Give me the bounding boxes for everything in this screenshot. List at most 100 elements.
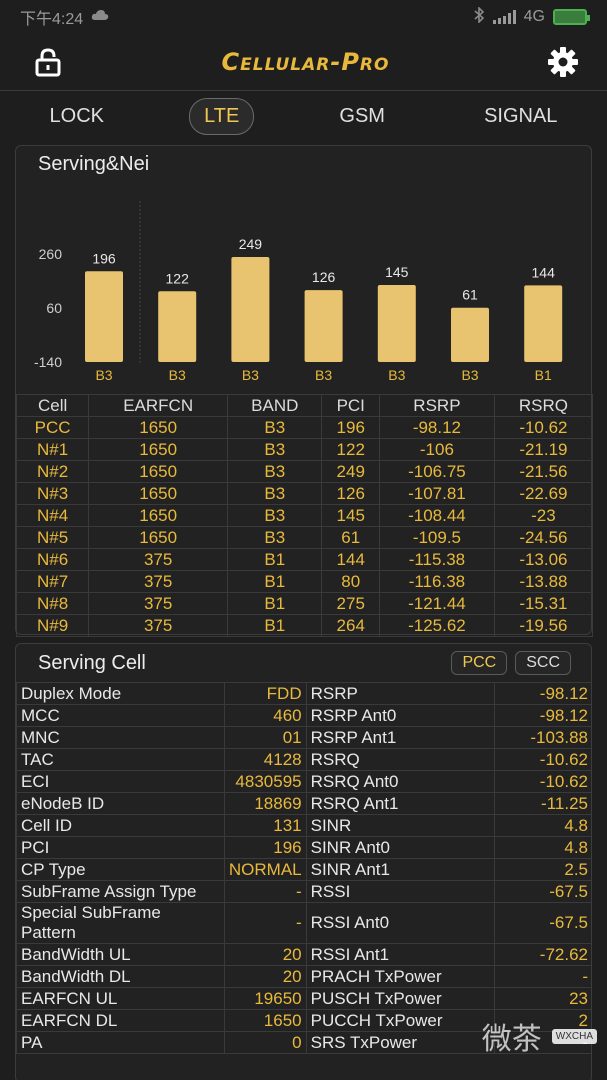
header-rsrq: RSRQ — [493, 394, 594, 417]
table-cell: 1650 — [88, 438, 229, 461]
list-item: EARFCN UL 19650 PUSCH TxPower 23 — [16, 987, 591, 1010]
param-label: eNodeB ID — [16, 792, 225, 815]
table-cell: -10.62 — [493, 416, 594, 439]
table-row: N#3 1650 B3 126 -107.81 -22.69 — [15, 482, 594, 505]
table-cell: N#6 — [15, 548, 90, 571]
table-cell: -121.44 — [378, 592, 495, 615]
param-label: PUSCH TxPower — [305, 987, 495, 1010]
chart-bar — [304, 290, 343, 362]
param-value: 131 — [223, 814, 307, 837]
param-value: 20 — [223, 943, 307, 966]
table-cell: N#1 — [15, 438, 90, 461]
table-cell: B1 — [227, 548, 323, 571]
bar-value-label: 126 — [312, 269, 336, 285]
header-pci: PCI — [321, 394, 380, 417]
table-cell: 126 — [321, 482, 380, 505]
tab-gsm[interactable]: GSM — [339, 104, 385, 127]
table-cell: -108.44 — [378, 504, 495, 527]
table-cell: B1 — [227, 592, 323, 615]
battery-icon — [553, 9, 590, 25]
table-cell: B3 — [227, 526, 323, 549]
param-value: 4830595 — [223, 770, 307, 793]
table-cell: 144 — [321, 548, 380, 571]
watermark-badge: WXCHA — [551, 1028, 597, 1044]
header-rsrp: RSRP — [378, 394, 495, 417]
list-item: SubFrame Assign Type - RSSI -67.5 — [16, 880, 591, 903]
param-label: Cell ID — [16, 814, 225, 837]
param-value: 20 — [223, 965, 307, 988]
param-label: RSSI Ant0 — [305, 902, 495, 944]
table-cell: -15.31 — [493, 592, 594, 615]
table-cell: 1650 — [88, 416, 229, 439]
param-label: ECI — [16, 770, 225, 793]
y-tick-label: -140 — [34, 354, 62, 370]
list-item: ECI 4830595 RSRQ Ant0 -10.62 — [16, 770, 591, 793]
param-value: -103.88 — [493, 726, 591, 749]
table-row: N#8 375 B1 275 -121.44 -15.31 — [15, 592, 594, 615]
param-label: RSRP — [305, 682, 495, 705]
network-type: 4G — [523, 8, 545, 25]
settings-gear-icon[interactable] — [545, 44, 581, 80]
param-label: RSRP Ant0 — [305, 704, 495, 727]
bar-value-label: 61 — [462, 287, 478, 303]
list-item: PCI 196 SINR Ant0 4.8 — [16, 836, 591, 859]
x-tick-label: B3 — [95, 367, 112, 383]
table-cell: -109.5 — [378, 526, 495, 549]
y-tick-label: 60 — [46, 300, 62, 316]
header-band: BAND — [227, 394, 323, 417]
table-cell: B3 — [227, 482, 323, 505]
table-cell: 1650 — [88, 526, 229, 549]
param-value: 4.8 — [493, 836, 591, 859]
table-row: N#6 375 B1 144 -115.38 -13.06 — [15, 548, 594, 571]
param-value: 4.8 — [493, 814, 591, 837]
y-tick-label: 260 — [39, 246, 63, 262]
list-item: BandWidth UL 20 RSSI Ant1 -72.62 — [16, 943, 591, 966]
tab-lte[interactable]: LTE — [189, 97, 255, 135]
param-value: 196 — [223, 836, 307, 859]
param-label: SINR Ant0 — [305, 836, 495, 859]
app-bar: Cellular-Pro — [0, 34, 607, 90]
table-cell: -125.62 — [378, 614, 495, 637]
scc-toggle-button[interactable]: SCC — [515, 651, 571, 675]
serving-cell-table: Duplex Mode FDD RSRP -98.12 MCC 460 RSRP Ant0-… — [16, 682, 591, 1054]
chart-title: Serving&Nei — [38, 153, 149, 175]
param-label: RSSI — [305, 880, 495, 903]
table-row: N#9 375 B1 264 -125.62 -19.56 — [15, 614, 594, 637]
table-cell: N#2 — [15, 460, 90, 483]
param-label: PUCCH TxPower — [305, 1009, 495, 1032]
param-label: PA — [16, 1031, 225, 1054]
param-value: - — [493, 965, 591, 988]
list-item: Duplex Mode FDD RSRP -98.12 — [16, 682, 591, 705]
table-cell: 375 — [88, 548, 229, 571]
table-cell: 196 — [321, 416, 380, 439]
param-value: 460 — [223, 704, 307, 727]
table-row: N#2 1650 B3 249 -106.75 -21.56 — [15, 460, 594, 483]
list-item: CP Type NORMAL SINR Ant1 2.5 — [16, 858, 591, 881]
list-item: Cell ID 131 SINR 4.8 — [16, 814, 591, 837]
table-cell: 264 — [321, 614, 380, 637]
bar-value-label: 196 — [92, 250, 116, 266]
table-cell: B3 — [227, 416, 323, 439]
pcc-toggle-button[interactable]: PCC — [451, 651, 508, 675]
chart-bar — [524, 285, 563, 362]
param-value: -67.5 — [493, 880, 591, 903]
list-item: MCC 460 RSRP Ant0 -98.12 — [16, 704, 591, 727]
param-label: RSSI Ant1 — [305, 943, 495, 966]
table-cell: N#9 — [15, 614, 90, 637]
tab-signal[interactable]: SIGNAL — [484, 104, 558, 127]
table-cell: 275 — [321, 592, 380, 615]
param-label: MNC — [16, 726, 225, 749]
param-value: 0 — [223, 1031, 307, 1054]
header-earfcn: EARFCN — [88, 394, 229, 417]
table-row: N#7 375 B1 80 -116.38 -13.88 — [15, 570, 594, 593]
table-cell: -106.75 — [378, 460, 495, 483]
param-value: - — [223, 880, 307, 903]
param-label: SubFrame Assign Type — [16, 880, 225, 903]
param-label: TAC — [16, 748, 225, 771]
table-cell: 249 — [321, 460, 380, 483]
lock-icon[interactable] — [30, 44, 66, 80]
tab-lock[interactable]: LOCK — [49, 104, 105, 127]
param-label: BandWidth DL — [16, 965, 225, 988]
table-cell: -13.88 — [493, 570, 594, 593]
appbar-divider — [0, 90, 607, 91]
